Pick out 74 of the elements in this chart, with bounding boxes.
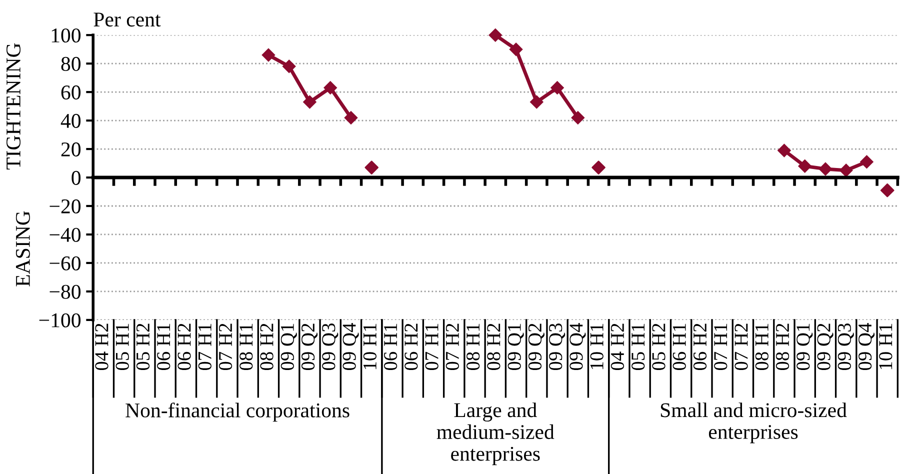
x-tick-label: 09 Q1 <box>508 324 524 370</box>
x-tick-label: 06 H2 <box>404 324 418 370</box>
x-tick-label: 07 H2 <box>218 324 232 370</box>
point <box>860 155 874 168</box>
x-tick-label: 07 H1 <box>425 324 438 370</box>
text: EASING <box>16 211 30 286</box>
text: Per cent <box>94 12 161 27</box>
x-tick-label: 06 H1 <box>672 324 686 370</box>
point <box>840 164 853 177</box>
point <box>798 160 812 173</box>
x-tick-label: 08 H2 <box>260 324 274 370</box>
x-tick-label: 08 H1 <box>240 324 253 370</box>
x-tick-label: 05 H1 <box>632 324 645 370</box>
y-tick-label: 0 <box>72 170 81 185</box>
x-tick-label: 05 H2 <box>136 324 150 370</box>
point <box>344 111 358 124</box>
x-tick-label: 09 Q1 <box>796 324 813 370</box>
x-tick-label: 07 H2 <box>734 324 748 370</box>
y-tick-label: −40 <box>50 228 81 242</box>
y-tick-label: 20 <box>61 142 81 156</box>
x-tick-label: 08 H1 <box>466 324 480 370</box>
text: Large and medium-sized enterprises <box>436 402 554 466</box>
y-tick-label: 40 <box>60 114 81 128</box>
x-tick-label: 10 H1 <box>879 324 892 370</box>
x-tick-label: 09 Q3 <box>322 323 338 370</box>
x-tick-label: 08 H2 <box>776 324 790 370</box>
y-tick-label: −100 <box>39 313 81 328</box>
y-tick-label: 60 <box>61 85 81 100</box>
point <box>282 60 296 73</box>
point <box>303 95 316 109</box>
x-tick-label: 08 H1 <box>755 324 768 370</box>
y-tick-label: −20 <box>50 199 81 214</box>
y-axis-title: TIGHTENING <box>6 43 20 170</box>
x-tick-label: 04 H2 <box>610 324 624 370</box>
x-tick-label: 06 H1 <box>157 324 170 370</box>
point <box>324 81 337 94</box>
x-tick-label: 07 H1 <box>198 324 212 370</box>
x-tick-label: 05 H2 <box>652 324 666 370</box>
y-tick-label: 100 <box>52 28 81 43</box>
x-tick-label: 04 H2 <box>95 324 108 370</box>
x-tick-label: 09 Q1 <box>280 324 297 370</box>
x-tick-label: 09 Q3 <box>549 323 566 370</box>
x-tick-label: 08 H2 <box>487 324 500 370</box>
point <box>778 144 791 158</box>
point <box>530 95 544 109</box>
point <box>509 42 523 56</box>
x-tick-label: 09 Q4 <box>342 323 359 370</box>
x-tick-label: 07 H1 <box>714 324 728 370</box>
point <box>592 160 606 174</box>
point <box>488 28 502 42</box>
x-tick-label: 09 Q4 <box>858 323 875 370</box>
point <box>571 111 584 124</box>
point <box>550 81 564 94</box>
x-tick-label: 09 Q4 <box>570 323 586 370</box>
y-tick-label: −80 <box>50 284 81 299</box>
point <box>364 160 379 174</box>
x-tick-label: 09 Q2 <box>528 324 544 370</box>
x-tick-label: 09 Q2 <box>301 324 318 370</box>
y-tick-label: 80 <box>61 56 81 71</box>
y-tick-label: −60 <box>50 256 81 270</box>
x-tick-label: 09 Q3 <box>838 323 854 370</box>
point <box>818 162 832 176</box>
text: Small and micro-sized enterprises <box>660 402 847 444</box>
text: Non-financial corporations <box>126 402 350 422</box>
point <box>880 183 894 198</box>
x-tick-label: 10 H1 <box>590 324 604 370</box>
x-tick-label: 05 H1 <box>116 324 129 370</box>
x-tick-label: 06 H2 <box>693 324 707 370</box>
x-tick-label: 06 H2 <box>178 324 191 370</box>
x-tick-label: 07 H2 <box>446 324 459 370</box>
x-tick-label: 06 H1 <box>384 324 398 370</box>
point <box>262 48 276 62</box>
x-tick-label: 09 Q2 <box>817 324 834 370</box>
x-tick-label: 10 H1 <box>363 324 376 370</box>
